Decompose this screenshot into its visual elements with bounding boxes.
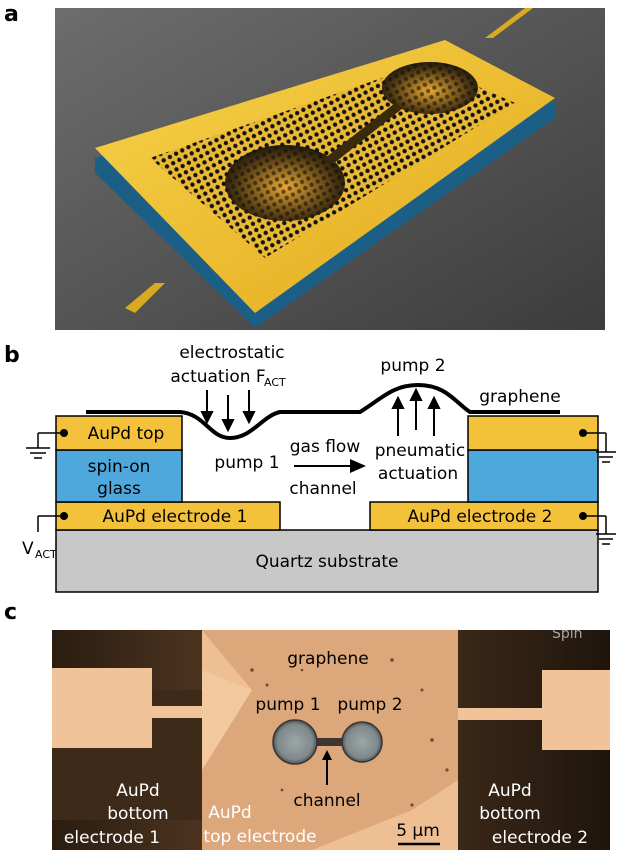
pneumatic-arrows <box>391 387 441 436</box>
pump-1-label: pump 1 <box>214 453 279 473</box>
electrode-strip-right <box>485 8 533 38</box>
aupd-top-label: AuPd top <box>88 424 165 444</box>
aupd-top-left <box>55 415 183 451</box>
vact-sub: ACT <box>35 548 57 561</box>
channel-line <box>307 738 353 746</box>
pump-1-membrane <box>272 719 318 765</box>
vact-contact <box>37 512 68 532</box>
right-electrode-pad <box>542 670 610 750</box>
aupd-top-right <box>467 415 599 451</box>
ground-contact-right-top <box>579 429 616 463</box>
channel-label: channel <box>293 791 360 811</box>
pneumatic-actuation-label: actuation <box>378 464 458 484</box>
pump-2-membrane <box>382 62 478 114</box>
scale-bar-label: 5 μm <box>396 821 440 841</box>
left-electrode-lead <box>152 706 202 718</box>
pump-2-label: pump 2 <box>380 356 445 376</box>
channel-arrow <box>322 750 332 785</box>
actuation-f-sub: ACT <box>264 376 286 389</box>
substrate-label: Quartz substrate <box>255 552 398 572</box>
debris-dots <box>250 658 449 807</box>
gas-flow-arrow <box>294 459 366 473</box>
left-electrode-pad <box>52 668 152 748</box>
top-electrode-label: top electrode <box>203 827 316 847</box>
channel-groove <box>325 103 403 164</box>
left-electrode-bottom: bottom <box>107 804 168 824</box>
electrostatic-arrows <box>200 390 256 433</box>
ground-contact-right-bottom <box>579 512 616 545</box>
panel-label-b: b <box>4 343 20 368</box>
electrode-2-label: AuPd electrode 2 <box>408 507 553 527</box>
pump-1-membrane <box>225 145 345 221</box>
graphene-label: graphene <box>479 387 560 407</box>
ground-contact-left-top <box>26 429 68 459</box>
pump-2-label: pump 2 <box>337 695 402 715</box>
quartz-substrate <box>55 529 599 593</box>
pump-2-membrane <box>341 721 383 763</box>
electrostatic-label: electrostatic <box>179 343 284 363</box>
right-electrode-aupd: AuPd <box>488 781 531 801</box>
glass-label: glass <box>97 479 141 499</box>
gas-flow-label: gas flow <box>290 437 361 457</box>
panel-label-c: c <box>4 600 18 625</box>
panel-label-a: a <box>4 2 19 27</box>
top-electrode-aupd: AuPd <box>208 803 251 823</box>
pump-1-label: pump 1 <box>255 695 320 715</box>
panel-a-render <box>55 8 605 330</box>
left-electrode-label: electrode 1 <box>64 828 160 848</box>
electrode-strip-left <box>125 283 165 313</box>
graphene-label: graphene <box>287 649 368 669</box>
corner-text: Spin <box>552 630 583 642</box>
pneumatic-label: pneumatic <box>375 441 466 461</box>
flake-edge <box>202 670 252 770</box>
right-electrode-bottom: bottom <box>479 804 540 824</box>
vact-label: V <box>22 539 34 559</box>
spin-on-label: spin-on <box>88 457 151 477</box>
left-electrode-aupd: AuPd <box>116 781 159 801</box>
right-electrode-label: electrode 2 <box>492 828 588 848</box>
channel-label: channel <box>289 479 356 499</box>
panel-c-micrograph: graphene pump 1 pump 2 channel 5 μm Spin… <box>52 630 610 850</box>
panel-b-schematic: Quartz substrate AuPd electrode 1 AuPd e… <box>22 343 616 593</box>
right-electrode-lead <box>458 708 542 720</box>
electrode-1-label: AuPd electrode 1 <box>103 507 248 527</box>
spin-on-glass-right <box>467 449 599 503</box>
graphene-membrane <box>86 382 560 441</box>
actuation-f-label: actuation F <box>170 367 265 387</box>
